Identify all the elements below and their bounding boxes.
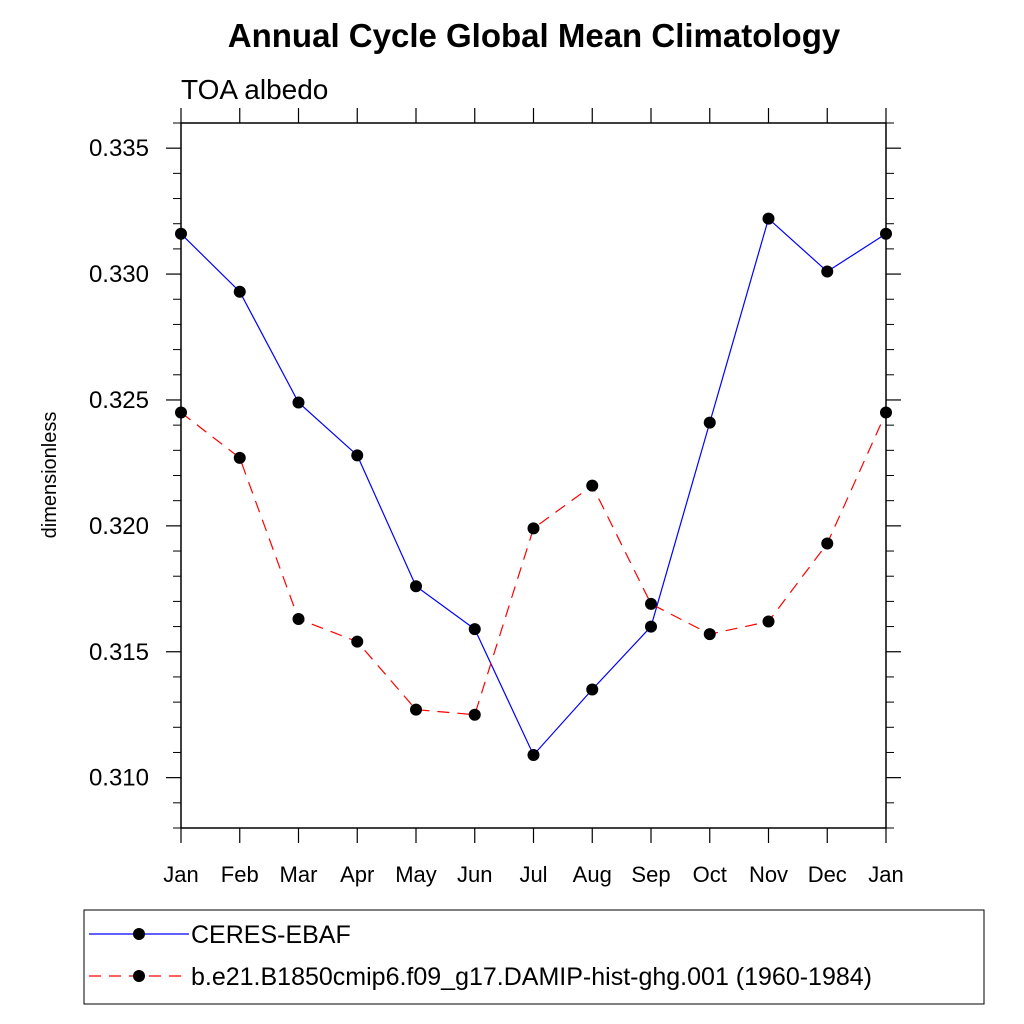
- x-tick-label: Oct: [693, 862, 727, 887]
- series-1-point: [880, 406, 892, 419]
- series-0-point: [233, 285, 246, 298]
- series-0-point: [762, 212, 775, 225]
- series-1-point: [703, 628, 716, 641]
- series-1-point: [410, 703, 422, 716]
- series-1-point: [821, 537, 834, 550]
- series-0-point: [703, 416, 716, 429]
- series-1-point: [468, 708, 481, 721]
- series-1-point: [527, 522, 540, 535]
- series-1-point: [233, 451, 246, 464]
- series-1-point: [175, 406, 187, 419]
- x-tick-label: Apr: [340, 862, 374, 887]
- series-layer: [175, 212, 892, 761]
- series-line-0: [180, 217, 887, 757]
- series-0-point: [645, 620, 657, 633]
- y-tick-label: 0.310: [89, 765, 149, 792]
- series-0-point: [880, 227, 892, 240]
- x-tick-label: Nov: [749, 862, 788, 887]
- series-1-point: [292, 613, 305, 626]
- chart-title: Annual Cycle Global Mean Climatology: [228, 17, 841, 54]
- x-tick-label: Mar: [280, 862, 318, 887]
- legend-marker-ceres: [133, 928, 145, 940]
- x-tick-label: Jan: [868, 862, 903, 887]
- x-tick-label: Sep: [631, 862, 670, 887]
- series-0-point: [586, 683, 599, 696]
- series-0-point: [527, 748, 540, 761]
- y-tick-label: 0.325: [89, 387, 149, 414]
- x-tick-label: Aug: [573, 862, 612, 887]
- x-tick-label: Jul: [519, 862, 547, 887]
- series-0-point: [468, 623, 481, 636]
- x-tick-label: Dec: [808, 862, 847, 887]
- legend-marker-model: [133, 970, 145, 982]
- y-tick-label: 0.330: [89, 261, 149, 288]
- x-tick-label: Jun: [457, 862, 492, 887]
- series-0-point: [292, 396, 305, 409]
- chart-subtitle: TOA albedo: [181, 74, 328, 105]
- x-tick-label: Jan: [163, 862, 198, 887]
- legend-label-model: b.e21.B1850cmip6.f09_g17.DAMIP-hist-ghg.…: [191, 963, 872, 991]
- series-1-point: [645, 597, 657, 610]
- x-tick-label: May: [395, 862, 437, 887]
- legend-label-ceres: CERES-EBAF: [191, 921, 351, 949]
- series-0-point: [175, 227, 187, 240]
- series-1-point: [586, 479, 599, 492]
- series-1-point: [351, 635, 364, 648]
- axis-ticks: 0.310 0.315 0.320 0.325 0.330 0.335 Jan Feb Mar A…: [89, 108, 904, 887]
- series-0-point: [410, 580, 422, 593]
- y-tick-label: 0.320: [89, 513, 149, 540]
- series-0-point: [351, 449, 364, 462]
- y-axis-label: dimensionless: [39, 412, 61, 539]
- y-tick-label: 0.335: [89, 135, 149, 162]
- series-line-1: [180, 412, 887, 716]
- x-tick-label: Feb: [221, 862, 259, 887]
- legend-box: [83, 909, 985, 1005]
- series-1-point: [762, 615, 775, 628]
- legend: CERES-EBAF b.e21.B1850cmip6.f09_g17.DAMI…: [83, 909, 985, 1005]
- series-0-point: [821, 265, 834, 278]
- y-tick-label: 0.315: [89, 639, 149, 666]
